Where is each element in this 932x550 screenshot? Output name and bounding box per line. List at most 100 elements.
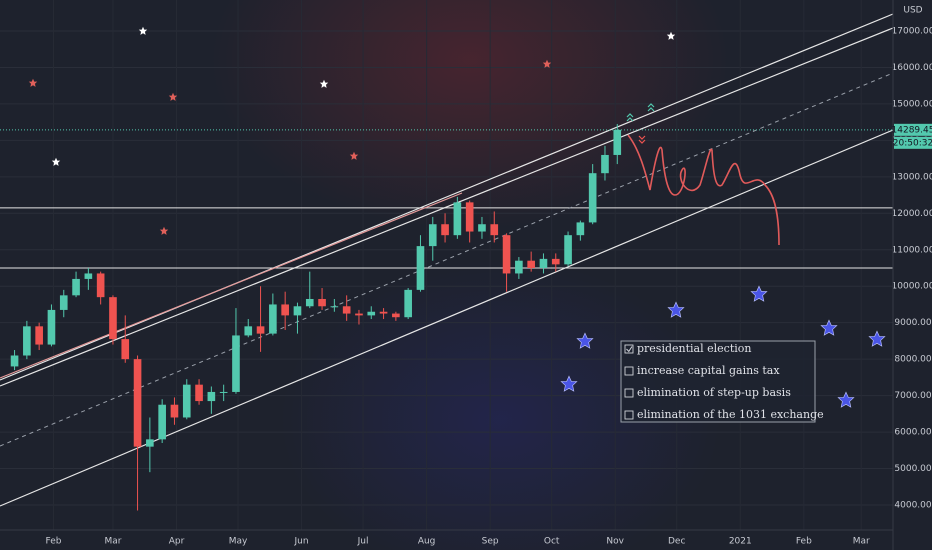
checkbox <box>624 366 634 376</box>
candle-body <box>244 326 253 336</box>
checkbox <box>624 388 634 398</box>
arrow-up <box>626 113 634 122</box>
candle-body <box>392 313 400 318</box>
candle-body <box>502 235 511 274</box>
candle-body <box>330 306 339 308</box>
candle-body <box>10 355 19 367</box>
y-tick-label: 8000.00 <box>894 355 931 365</box>
candle-body <box>35 326 43 345</box>
x-tick-label: Jun <box>294 537 309 547</box>
candle-body <box>453 202 462 236</box>
checklist-item: increase capital gains tax <box>637 364 780 377</box>
y-tick-label: 17000.00 <box>892 26 932 36</box>
candle-body <box>416 246 425 290</box>
trendline <box>0 13 894 381</box>
median-line <box>0 72 894 447</box>
x-tick-label: Mar <box>853 537 870 547</box>
x-tick-label: Feb <box>46 537 62 547</box>
candle-body <box>195 384 203 402</box>
drawings <box>0 13 894 507</box>
y-tick-label: 16000.00 <box>892 63 932 73</box>
x-tick-label: Sep <box>482 537 499 547</box>
candle-body <box>232 335 240 392</box>
candle-body <box>539 258 548 268</box>
y-tick-label: 9000.00 <box>894 318 931 328</box>
candle-body <box>109 297 117 340</box>
candle-body <box>515 260 523 274</box>
checkbox <box>624 344 634 354</box>
candle-body <box>293 306 302 316</box>
checklist-box <box>620 340 816 423</box>
candle-body <box>551 258 560 265</box>
candle-body <box>23 326 31 356</box>
y-tick-label: 11000.00 <box>892 245 932 255</box>
x-tick-label: Apr <box>169 537 185 547</box>
candle-body <box>441 224 449 236</box>
candle-body <box>478 224 486 232</box>
candle-body <box>72 278 80 296</box>
y-tick-label: 5000.00 <box>894 464 931 474</box>
candle-body <box>355 313 363 316</box>
candle-body <box>47 309 56 345</box>
candle-body <box>207 391 216 402</box>
checkmark <box>626 346 633 353</box>
candle-body <box>281 304 289 316</box>
candle-body <box>527 260 535 268</box>
candle-body <box>490 224 499 236</box>
x-tick-label: Jul <box>357 537 369 547</box>
x-tick-label: Nov <box>606 537 624 547</box>
checklist-item: elimination of the 1031 exchange <box>637 408 824 421</box>
candle-body <box>146 439 154 447</box>
y-tick-label: 7000.00 <box>894 391 931 401</box>
candle-body <box>158 404 166 440</box>
candle-body <box>170 404 179 418</box>
candle-body <box>84 273 93 279</box>
candle-body <box>342 306 351 314</box>
arrow-up <box>647 103 655 112</box>
x-tick-label: Dec <box>668 537 685 547</box>
y-tick-label: 13000.00 <box>892 172 932 182</box>
last-price-box <box>894 123 932 136</box>
candle-body <box>564 235 572 265</box>
candle-body <box>256 326 265 334</box>
y-tick-label: 6000.00 <box>894 428 931 438</box>
checklist-item: presidential election <box>637 342 751 355</box>
candle-body <box>601 154 609 174</box>
candle-body <box>428 224 437 247</box>
candle-body <box>576 222 585 236</box>
y-tick-label: 10000.00 <box>892 282 932 292</box>
candle-body <box>613 129 622 155</box>
candle-body <box>379 311 388 314</box>
arrow-down <box>638 135 646 144</box>
candle-body <box>96 273 105 298</box>
x-tick-label: Aug <box>418 537 436 547</box>
candle-body <box>133 359 142 447</box>
y-tick-label: 4000.00 <box>894 500 931 510</box>
candle-body <box>404 289 412 318</box>
y-tick-label: 12000.00 <box>892 209 932 219</box>
x-tick-label: May <box>229 537 248 547</box>
x-tick-label: Feb <box>796 537 812 547</box>
trendline <box>0 27 894 387</box>
candle-body <box>367 311 376 316</box>
trendline <box>0 192 463 379</box>
checklist-item: elimination of step-up basis <box>637 386 791 399</box>
candle-body <box>465 202 474 232</box>
candle-body <box>59 295 68 310</box>
currency-label: USD <box>903 6 922 16</box>
trendline <box>0 129 894 507</box>
scribble <box>627 134 780 246</box>
candle-body <box>121 339 130 360</box>
y-tick-label: 15000.00 <box>892 99 932 109</box>
x-tick-label: Mar <box>104 537 121 547</box>
candle-body <box>219 391 228 393</box>
checkbox <box>624 410 634 420</box>
x-tick-label: Oct <box>544 537 560 547</box>
candle-body <box>318 298 326 307</box>
x-tick-label: 2021 <box>729 537 752 547</box>
countdown-label: 20:50:32 <box>893 138 932 148</box>
countdown-box <box>894 136 932 149</box>
candle-body <box>182 384 191 418</box>
